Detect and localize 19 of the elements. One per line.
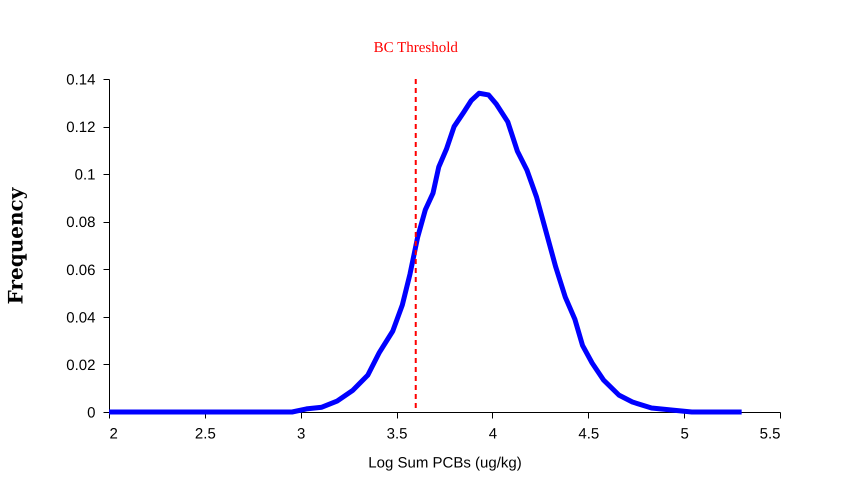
x-tick-label: 2	[110, 426, 118, 442]
x-tick-label: 5.5	[760, 426, 780, 442]
x-axis-title: Log Sum PCBs (ug/kg)	[368, 454, 522, 472]
x-tick-label: 3.5	[386, 426, 408, 442]
x-tick-label: 2.5	[194, 426, 216, 442]
y-tick-label: 0.02	[66, 356, 96, 374]
y-tick-label: 0.06	[66, 262, 96, 279]
y-tick-label: 0.08	[66, 214, 96, 232]
ref-line-label: BC Threshold	[374, 40, 458, 56]
x-tick-label: 3	[297, 426, 306, 442]
x-tick-label: 4.5	[578, 426, 600, 442]
y-tick-label: 0	[87, 404, 96, 422]
x-tick-label: 4	[488, 426, 498, 442]
y-axis-title: Frequency	[3, 186, 28, 304]
x-tick-label: 5	[680, 426, 689, 442]
y-tick-label: 0.1	[74, 166, 96, 184]
y-tick-label: 0.12	[66, 119, 96, 136]
y-tick-label: 0.14	[66, 72, 96, 88]
y-tick-label: 0.04	[66, 309, 96, 326]
